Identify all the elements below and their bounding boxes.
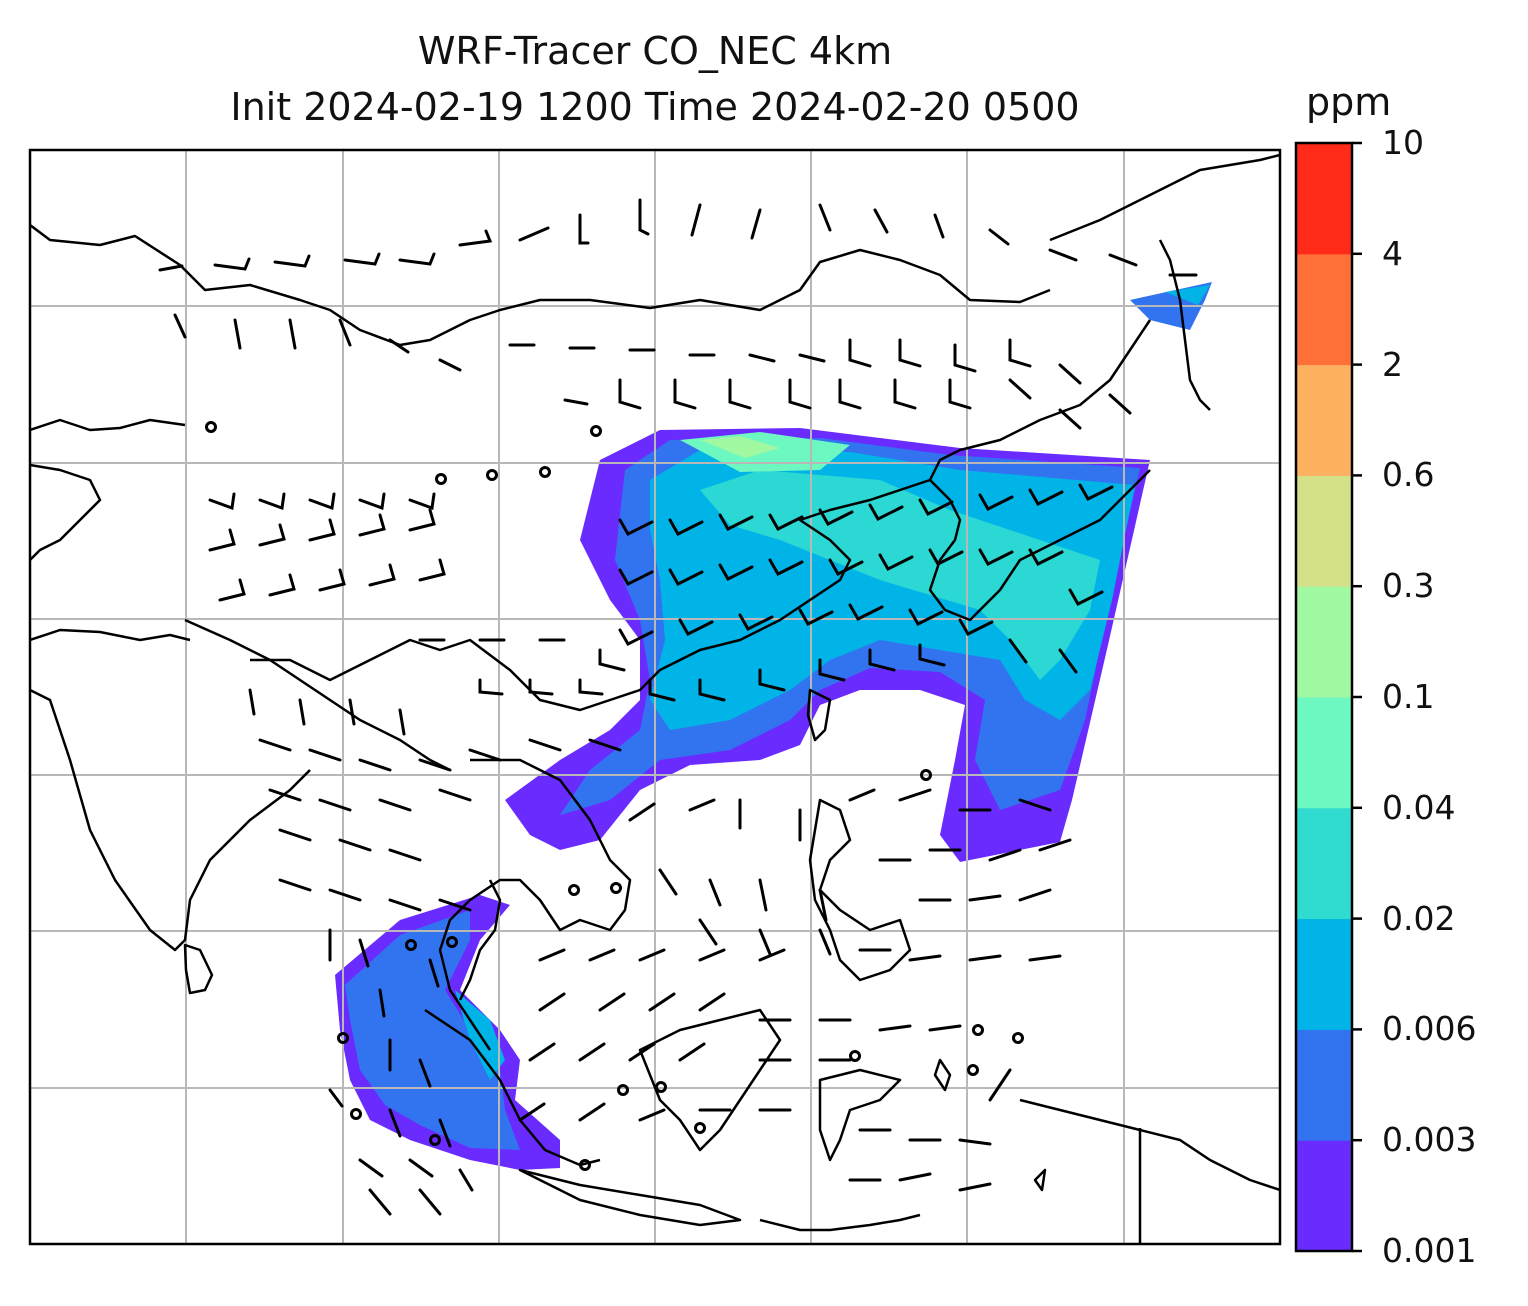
colorbar-block — [1296, 364, 1352, 476]
colorbar-tick-label: 0.3 — [1382, 566, 1435, 606]
colorbar-tick-label: 0.006 — [1382, 1009, 1477, 1049]
colorbar-tick-label: 0.1 — [1382, 677, 1435, 716]
colorbar-block — [1296, 697, 1352, 809]
coastlines — [30, 153, 1280, 1244]
colorbar-tick-label: 0.001 — [1382, 1231, 1477, 1270]
gridlines — [30, 150, 1280, 1244]
map-title-line2: Init 2024-02-19 1200 Time 2024-02-20 050… — [230, 85, 1080, 129]
colorbar-block — [1296, 918, 1352, 1030]
colorbar-block — [1296, 807, 1352, 920]
colorbar-tick-label: 0.003 — [1382, 1120, 1477, 1160]
colorbar-tick-label: 0.6 — [1382, 455, 1435, 495]
colorbar-tick-label: 10 — [1382, 123, 1424, 162]
colorbar-tick-label: 0.04 — [1382, 787, 1456, 827]
colorbar-block — [1296, 143, 1352, 255]
colorbar-block — [1296, 1140, 1352, 1252]
calm-wind-markers — [205, 421, 1024, 1171]
colorbar-block — [1296, 475, 1352, 587]
colorbar-tick-label: 4 — [1382, 233, 1403, 273]
colorbar-block — [1296, 253, 1352, 366]
wind-barbs — [158, 198, 1198, 1216]
colorbar-unit-label: ppm — [1306, 80, 1392, 124]
colorbar-tick-marks — [1352, 141, 1362, 1253]
colorbar-block — [1296, 1029, 1352, 1141]
colorbar-tick-label: 2 — [1382, 344, 1403, 384]
colorbar-block — [1296, 586, 1352, 698]
map-title-line1: WRF-Tracer CO_NEC 4km — [417, 29, 893, 73]
colorbar-tick-label: 0.02 — [1382, 898, 1456, 938]
colorbar — [1296, 143, 1352, 1252]
map-frame — [28, 148, 1282, 1246]
